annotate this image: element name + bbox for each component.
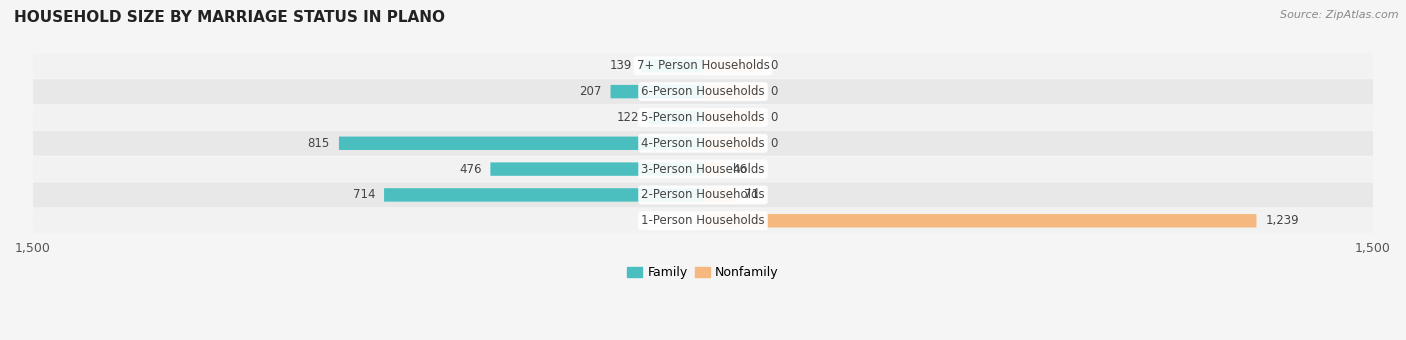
- Text: 46: 46: [733, 163, 748, 175]
- Text: HOUSEHOLD SIZE BY MARRIAGE STATUS IN PLANO: HOUSEHOLD SIZE BY MARRIAGE STATUS IN PLA…: [14, 10, 446, 25]
- FancyBboxPatch shape: [703, 85, 761, 98]
- Text: 7+ Person Households: 7+ Person Households: [637, 59, 769, 72]
- FancyBboxPatch shape: [703, 163, 724, 176]
- FancyBboxPatch shape: [32, 131, 1374, 156]
- FancyBboxPatch shape: [32, 208, 1374, 233]
- Text: 71: 71: [744, 188, 759, 201]
- Text: 0: 0: [770, 59, 778, 72]
- FancyBboxPatch shape: [384, 188, 703, 202]
- FancyBboxPatch shape: [491, 163, 703, 176]
- FancyBboxPatch shape: [648, 111, 703, 124]
- FancyBboxPatch shape: [32, 157, 1374, 182]
- FancyBboxPatch shape: [703, 111, 761, 124]
- FancyBboxPatch shape: [610, 85, 703, 98]
- Text: 139: 139: [610, 59, 631, 72]
- FancyBboxPatch shape: [32, 53, 1374, 78]
- Text: 815: 815: [308, 137, 330, 150]
- Text: Source: ZipAtlas.com: Source: ZipAtlas.com: [1281, 10, 1399, 20]
- FancyBboxPatch shape: [32, 105, 1374, 130]
- Legend: Family, Nonfamily: Family, Nonfamily: [623, 261, 783, 284]
- FancyBboxPatch shape: [32, 79, 1374, 104]
- Text: 2-Person Households: 2-Person Households: [641, 188, 765, 201]
- FancyBboxPatch shape: [703, 59, 761, 72]
- Text: 0: 0: [770, 137, 778, 150]
- FancyBboxPatch shape: [703, 137, 761, 150]
- FancyBboxPatch shape: [339, 137, 703, 150]
- Text: 4-Person Households: 4-Person Households: [641, 137, 765, 150]
- Text: 122: 122: [617, 111, 640, 124]
- FancyBboxPatch shape: [703, 214, 1257, 227]
- FancyBboxPatch shape: [703, 188, 735, 202]
- Text: 5-Person Households: 5-Person Households: [641, 111, 765, 124]
- Text: 6-Person Households: 6-Person Households: [641, 85, 765, 98]
- Text: 1,239: 1,239: [1265, 214, 1299, 227]
- Text: 0: 0: [770, 85, 778, 98]
- Text: 714: 714: [353, 188, 375, 201]
- FancyBboxPatch shape: [641, 59, 703, 72]
- Text: 0: 0: [770, 111, 778, 124]
- Text: 1-Person Households: 1-Person Households: [641, 214, 765, 227]
- Text: 3-Person Households: 3-Person Households: [641, 163, 765, 175]
- Text: 207: 207: [579, 85, 602, 98]
- FancyBboxPatch shape: [32, 183, 1374, 207]
- Text: 476: 476: [458, 163, 481, 175]
